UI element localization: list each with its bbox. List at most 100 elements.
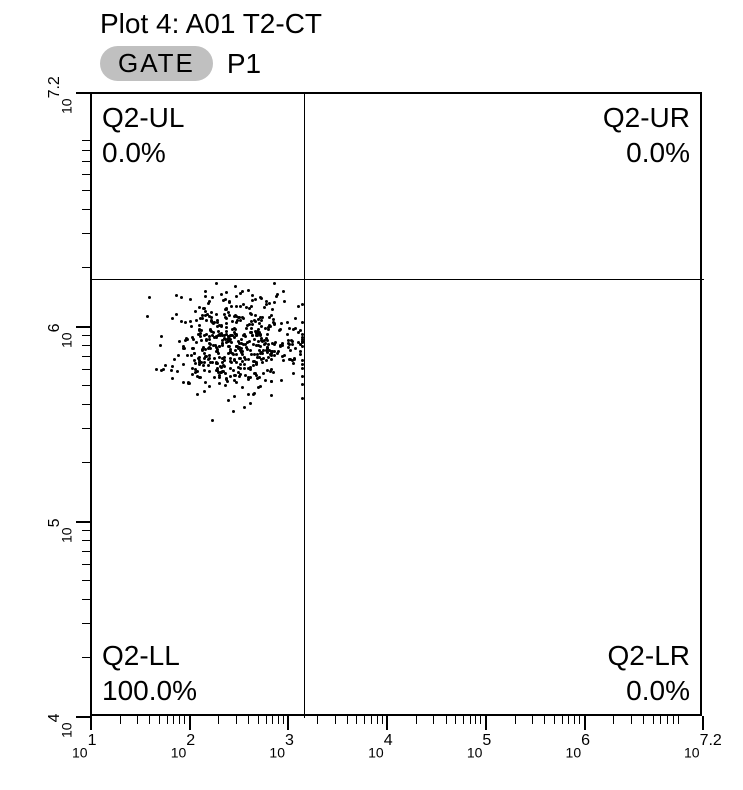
scatter-point [299, 353, 302, 356]
scatter-point [201, 348, 204, 351]
scatter-point [164, 364, 167, 367]
scatter-point [198, 324, 201, 327]
scatter-point [270, 368, 273, 371]
scatter-point [266, 339, 269, 342]
scatter-point [263, 339, 266, 342]
scatter-point [257, 344, 260, 347]
scatter-point [215, 369, 218, 372]
scatter-point [192, 347, 195, 350]
scatter-point [200, 361, 203, 364]
scatter-point [249, 376, 252, 379]
scatter-point [211, 419, 214, 422]
scatter-point [286, 321, 289, 324]
scatter-point [268, 302, 271, 305]
scatter-point [199, 317, 202, 320]
x-major-tick [189, 716, 191, 730]
scatter-point [202, 364, 205, 367]
scatter-point [271, 308, 274, 311]
scatter-point [256, 334, 259, 337]
scatter-point [159, 344, 162, 347]
scatter-point [297, 341, 300, 344]
scatter-point [249, 312, 252, 315]
scatter-point [246, 324, 249, 327]
scatter-point [197, 357, 200, 360]
x-minor-tick [554, 716, 555, 724]
scatter-point [258, 322, 261, 325]
scatter-point [241, 360, 244, 363]
scatter-point [267, 356, 270, 359]
scatter-point [180, 296, 183, 299]
x-minor-tick [574, 716, 575, 724]
scatter-point [262, 349, 265, 352]
scatter-point [209, 328, 212, 331]
scatter-point [211, 334, 214, 337]
scatter-point [171, 317, 174, 320]
x-minor-tick [179, 716, 180, 724]
gate-button[interactable]: GATE [100, 46, 213, 81]
scatter-point [273, 301, 276, 304]
scatter-point [215, 361, 218, 364]
scatter-point [215, 362, 218, 365]
scatter-point [243, 406, 246, 409]
scatter-point [225, 377, 228, 380]
scatter-point [195, 319, 198, 322]
x-minor-tick [446, 716, 447, 724]
scatter-point [266, 347, 269, 350]
scatter-point [217, 334, 220, 337]
scatter-point [198, 328, 201, 331]
scatter-point [237, 340, 240, 343]
scatter-point [222, 299, 225, 302]
scatter-point [194, 371, 197, 374]
scatter-point [190, 325, 193, 328]
scatter-point [265, 300, 268, 303]
scatter-point [220, 332, 223, 335]
scatter-point [146, 315, 149, 318]
scatter-point [251, 323, 254, 326]
scatter-point [239, 349, 242, 352]
scatter-point [254, 330, 257, 333]
y-minor-tick [82, 428, 90, 429]
scatter-point [213, 336, 216, 339]
scatter-point [293, 357, 296, 360]
scatter-point [218, 376, 221, 379]
scatter-point [249, 349, 252, 352]
scatter-point [265, 337, 268, 340]
x-minor-tick [653, 716, 654, 724]
x-minor-tick [678, 716, 679, 724]
scatter-point [268, 349, 271, 352]
scatter-point [225, 322, 228, 325]
scatter-point [201, 317, 204, 320]
scatter-point [205, 319, 208, 322]
scatter-point [207, 347, 210, 350]
scatter-point [250, 331, 253, 334]
x-major-tick [702, 716, 704, 730]
x-minor-tick [532, 716, 533, 724]
scatter-point [272, 321, 275, 324]
scatter-point [198, 363, 201, 366]
scatter-point [175, 313, 178, 316]
scatter-point [225, 307, 228, 310]
scatter-point [227, 399, 230, 402]
scatter-point [239, 357, 242, 360]
scatter-point [223, 356, 226, 359]
scatter-point [196, 393, 199, 396]
scatter-point [266, 369, 269, 372]
y-minor-tick [82, 345, 90, 346]
scatter-point [277, 350, 280, 353]
scatter-point [204, 348, 207, 351]
scatter-point [268, 316, 271, 319]
scatter-point [246, 341, 249, 344]
scatter-point [247, 378, 250, 381]
scatter-point [225, 308, 228, 311]
scatter-point [233, 331, 236, 334]
scatter-point [199, 332, 202, 335]
scatter-point [241, 316, 244, 319]
scatter-point [259, 316, 262, 319]
scatter-point [270, 358, 273, 361]
scatter-point [267, 326, 270, 329]
scatter-point [201, 349, 204, 352]
scatter-point [199, 376, 202, 379]
scatter-point [241, 353, 244, 356]
scatter-point [266, 333, 269, 336]
scatter-point [250, 320, 253, 323]
